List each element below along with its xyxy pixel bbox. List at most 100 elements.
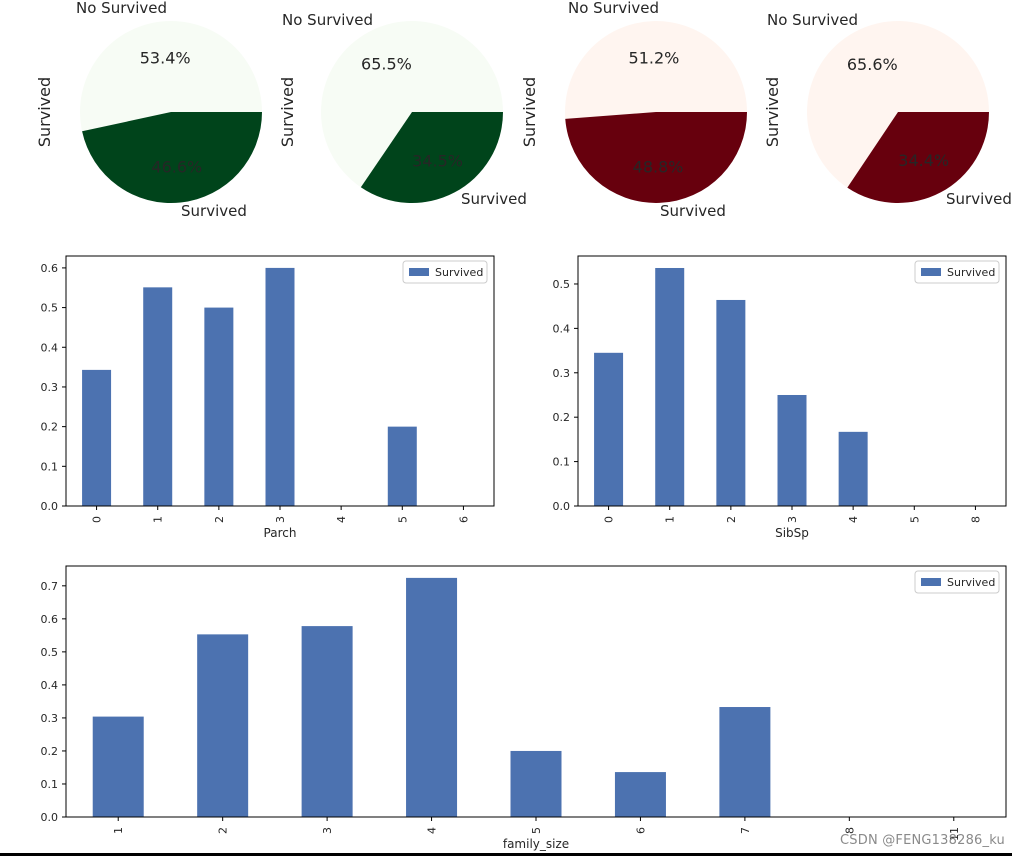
x-axis-label: Parch [264, 526, 297, 540]
y-tick-label: 0.1 [41, 778, 59, 791]
pie-chart-1: 53.4% 46.6% No Survived Survived Survived [35, 0, 262, 220]
x-axis-label: family_size [503, 837, 569, 851]
x-tick-label: 1 [112, 827, 125, 834]
pie-ylabel: Survived [35, 77, 54, 147]
y-tick-label: 0.0 [553, 500, 571, 513]
x-tick-label: 4 [426, 827, 439, 834]
x-tick-label: 3 [321, 827, 334, 834]
y-tick-label: 0.1 [553, 456, 571, 469]
x-tick-label: 0 [91, 516, 104, 523]
x-tick-label: 2 [725, 516, 738, 523]
pie-percent-label: 65.5% [361, 55, 412, 74]
y-tick-label: 0.4 [41, 679, 59, 692]
legend-swatch [921, 578, 941, 586]
pie-percent-label: 46.6% [151, 157, 202, 176]
y-tick-label: 0.5 [41, 646, 59, 659]
legend-label: Survived [947, 576, 995, 589]
pie-chart-3: 51.2% 48.8% No Survived Survived Survived [520, 0, 747, 220]
pie-label-no-survived: No Survived [282, 11, 373, 29]
legend: Survived [402, 260, 488, 284]
x-tick-label: 8 [969, 516, 982, 523]
x-tick-label: 6 [457, 516, 470, 523]
y-tick-label: 0.7 [41, 580, 59, 593]
bar-chart-3: 0.0 0.1 0.2 0.3 0.4 0.5 0.6 0.7 1 2 3 4 5 6 7 8 11 family… [41, 565, 1007, 851]
y-tick-label: 0.4 [41, 341, 59, 354]
x-tick-label: 5 [908, 516, 921, 523]
y-tick-label: 0.1 [41, 460, 59, 473]
x-tick-label: 2 [217, 827, 230, 834]
y-tick-label: 0.3 [41, 381, 59, 394]
bar-4 [838, 431, 868, 506]
x-tick-label: 8 [843, 827, 856, 834]
y-tick-label: 0.6 [41, 262, 59, 275]
x-tick-label: 1 [152, 516, 165, 523]
x-tick-label: 5 [396, 516, 409, 523]
pie-label-survived: Survived [181, 202, 247, 220]
pie-percent-label: 65.6% [847, 55, 898, 74]
bar-3 [777, 394, 807, 506]
bar-7 [719, 707, 771, 817]
pie-slice-no-survived [79, 21, 262, 132]
pie-label-no-survived: No Survived [76, 0, 167, 17]
pie-label-survived: Survived [660, 202, 726, 220]
x-tick-label: 3 [786, 516, 799, 523]
watermark: CSDN @FENG138286_ku [840, 833, 1005, 848]
pie-percent-label: 34.5% [412, 151, 463, 170]
y-tick-label: 0.2 [553, 411, 571, 424]
x-tick-label: 0 [603, 516, 616, 523]
pie-slice-no-survived [321, 21, 503, 188]
x-tick-label: 5 [530, 827, 543, 834]
legend-box [402, 260, 488, 284]
pie-percent-label: 53.4% [140, 49, 191, 68]
legend-box [914, 260, 1000, 284]
y-tick-label: 0.3 [553, 367, 571, 380]
pie-slice-survived [847, 112, 989, 204]
legend-swatch [409, 268, 429, 276]
legend: Survived [914, 260, 1000, 284]
pie-label-survived: Survived [946, 190, 1012, 208]
bar-0 [594, 352, 624, 506]
bar-3 [265, 267, 295, 506]
bottom-rule [0, 853, 1012, 856]
bar-2 [716, 299, 746, 506]
bar-0 [82, 369, 112, 506]
pie-label-no-survived: No Survived [568, 0, 659, 17]
bar-1 [92, 716, 144, 817]
bar-3 [301, 626, 353, 817]
x-tick-label: 1 [664, 516, 677, 523]
x-tick-label: 2 [213, 516, 226, 523]
pie-slice-survived [360, 112, 503, 203]
bar-5 [510, 750, 562, 817]
bar-2 [204, 307, 234, 506]
pie-slice-survived [82, 112, 262, 204]
bar-6 [614, 772, 666, 817]
y-tick-label: 0.3 [41, 712, 59, 725]
x-tick-label: 7 [739, 827, 752, 834]
pie-percent-label: 51.2% [629, 48, 680, 67]
y-tick-label: 0.2 [41, 745, 59, 758]
legend-box [914, 570, 1000, 594]
bar-chart-2: 0.0 0.1 0.2 0.3 0.4 0.5 0 1 2 3 4 5 8 SibSp Survived [553, 255, 1007, 540]
bar-2 [197, 634, 249, 817]
y-tick-label: 0.5 [41, 302, 59, 315]
pie-slice-no-survived [807, 21, 989, 188]
x-tick-label: 6 [634, 827, 647, 834]
legend-label: Survived [947, 266, 995, 279]
x-tick-label: 4 [847, 516, 860, 523]
legend: Survived [914, 570, 1000, 594]
x-tick-label: 3 [274, 516, 287, 523]
x-tick-label: 11 [948, 827, 961, 841]
x-axis-label: SibSp [775, 526, 809, 540]
y-tick-label: 0.4 [553, 322, 571, 335]
pie-ylabel: Survived [520, 77, 539, 147]
y-tick-label: 0.5 [553, 278, 571, 291]
pie-slice-survived [565, 112, 747, 204]
bar-4 [406, 577, 458, 817]
pie-ylabel: Survived [763, 77, 782, 147]
y-tick-label: 0.0 [41, 811, 59, 824]
y-tick-label: 0.0 [41, 500, 59, 513]
pie-label-no-survived: No Survived [767, 11, 858, 29]
pie-ylabel: Survived [278, 77, 297, 147]
bar-5 [387, 426, 417, 506]
